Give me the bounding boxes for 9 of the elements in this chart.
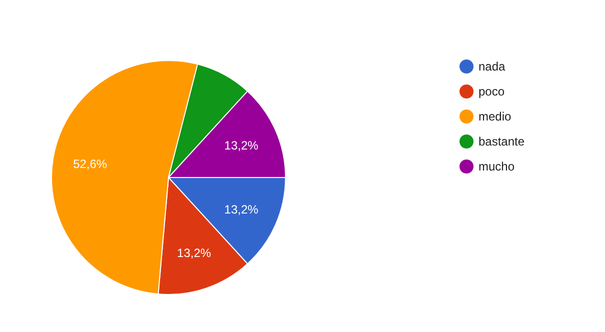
data-label: 13,2% bbox=[224, 138, 259, 152]
data-label: 13,2% bbox=[224, 202, 259, 217]
legend-label: poco bbox=[478, 84, 505, 98]
legend-label: mucho bbox=[478, 160, 515, 174]
data-label: 52,6% bbox=[73, 157, 108, 172]
data-label: 13,2% bbox=[177, 246, 212, 260]
legend-label: medio bbox=[478, 110, 512, 124]
legend-label: bastante bbox=[478, 134, 525, 148]
legend-label: nada bbox=[478, 60, 506, 74]
